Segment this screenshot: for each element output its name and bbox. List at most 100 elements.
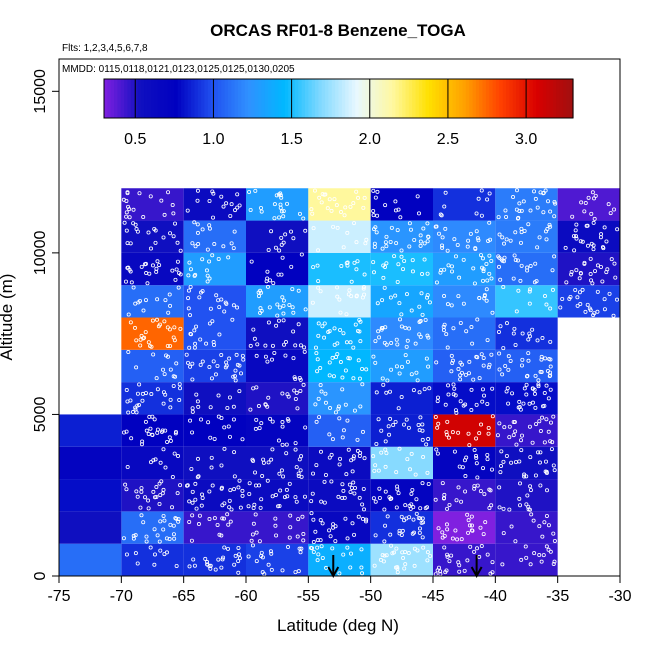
- colorbar-segment: [452, 79, 457, 118]
- sample-dot: [521, 401, 526, 406]
- sample-dot: [389, 341, 394, 346]
- sample-dot: [303, 228, 308, 233]
- sample-dot: [525, 265, 530, 270]
- sample-dot: [515, 258, 520, 263]
- sample-dot: [167, 327, 172, 332]
- sample-dot: [589, 211, 594, 216]
- colorbar-segment: [221, 79, 226, 118]
- sample-dot: [378, 557, 383, 562]
- flight-track-dots: [121, 188, 620, 577]
- sample-dot: [548, 306, 553, 311]
- sample-dot: [520, 331, 525, 336]
- sample-dot: [196, 474, 201, 479]
- sample-dot: [550, 268, 555, 273]
- sample-dot: [247, 190, 252, 195]
- sample-dot: [447, 559, 452, 564]
- sample-dot: [291, 329, 296, 334]
- sample-dot: [474, 453, 479, 458]
- sample-dot: [425, 293, 430, 298]
- sample-dot: [337, 416, 342, 421]
- sample-dot: [131, 533, 136, 538]
- sample-dot: [168, 397, 173, 402]
- sample-dot: [452, 449, 457, 454]
- sample-dot: [361, 286, 366, 291]
- heatmap-cell: [557, 285, 620, 318]
- sample-dot: [339, 264, 344, 269]
- sample-dot: [372, 468, 377, 473]
- colorbar-segment: [160, 79, 165, 118]
- colorbar-segment: [338, 79, 343, 118]
- sample-dot: [205, 247, 210, 252]
- sample-dot: [330, 437, 335, 442]
- sample-dot: [585, 243, 590, 248]
- sample-dot: [210, 319, 215, 324]
- sample-dot: [466, 518, 471, 523]
- sample-dot: [546, 429, 551, 434]
- sample-dot: [278, 193, 283, 198]
- sample-dot: [151, 352, 156, 357]
- sample-dot: [582, 209, 587, 214]
- sample-dot: [297, 376, 302, 381]
- sample-dot: [564, 280, 569, 285]
- sample-dot: [418, 233, 423, 238]
- sample-dot: [283, 340, 288, 345]
- colorbar-segment: [539, 79, 544, 118]
- sample-dot: [490, 414, 495, 419]
- sample-dot: [456, 430, 461, 435]
- sample-dot: [507, 507, 512, 512]
- sample-dot: [322, 500, 327, 505]
- sample-dot: [195, 198, 200, 203]
- sample-dot: [284, 442, 289, 447]
- sample-dot: [550, 287, 555, 292]
- sample-dot: [409, 491, 414, 496]
- colorbar-segment: [469, 79, 474, 118]
- sample-dot: [511, 195, 516, 200]
- sample-dot: [124, 429, 129, 434]
- sample-dot: [297, 546, 302, 551]
- sample-dot: [188, 364, 193, 369]
- sample-dot: [266, 320, 271, 325]
- sample-dot: [477, 431, 482, 436]
- sample-dot: [195, 399, 200, 404]
- sample-dot: [539, 354, 544, 359]
- colorbar-segment: [301, 79, 306, 118]
- sample-dot: [457, 275, 462, 280]
- sample-dot: [454, 498, 459, 503]
- sample-dot: [408, 467, 413, 472]
- sample-dot: [316, 321, 321, 326]
- sample-dot: [384, 261, 389, 266]
- sample-dot: [157, 481, 162, 486]
- sample-dot: [255, 342, 260, 347]
- sample-dot: [405, 457, 410, 462]
- sample-dot: [544, 471, 549, 476]
- sample-dot: [530, 327, 535, 332]
- sample-dot: [372, 227, 377, 232]
- sample-dot: [456, 294, 461, 299]
- sample-dot: [139, 264, 144, 269]
- sample-dot: [277, 215, 282, 220]
- sample-dot: [297, 457, 302, 462]
- sample-dot: [142, 262, 147, 267]
- colorbar-segment: [174, 79, 179, 118]
- sample-dot: [265, 284, 270, 289]
- colorbar-frame: [103, 78, 574, 119]
- colorbar-segment: [562, 79, 567, 118]
- sample-dot: [420, 535, 425, 540]
- sample-dot: [220, 503, 225, 508]
- sample-dot: [374, 390, 379, 395]
- sample-dot: [495, 433, 500, 438]
- sample-dot: [298, 468, 303, 473]
- sample-dot: [161, 527, 166, 532]
- sample-dot: [536, 384, 541, 389]
- sample-dot: [298, 343, 303, 348]
- sample-dot: [504, 237, 509, 242]
- sample-dot: [358, 319, 363, 324]
- sample-dot: [269, 229, 274, 234]
- sample-dot: [455, 537, 460, 542]
- sample-dot: [296, 473, 301, 478]
- sample-dot: [481, 278, 486, 283]
- sample-dot: [480, 399, 485, 404]
- sample-dot: [226, 424, 231, 429]
- sample-dot: [356, 195, 361, 200]
- sample-dot: [315, 545, 320, 550]
